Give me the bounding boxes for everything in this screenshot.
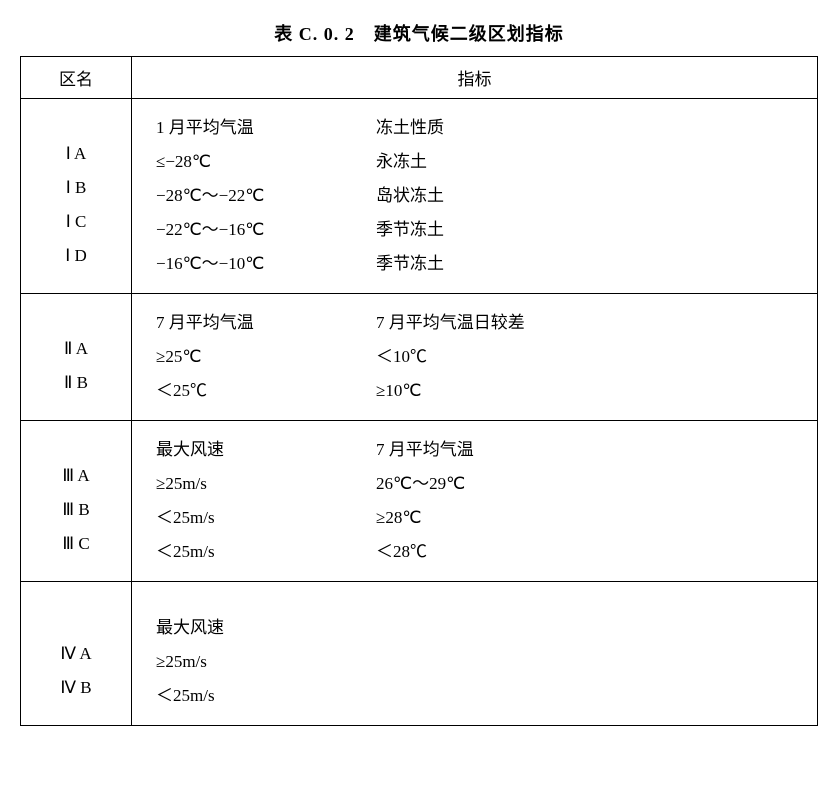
s3-c1-v1: ＜25m/s <box>156 501 376 535</box>
metric-cell-4: 最大风速 ≥25m/s ＜25m/s <box>132 582 818 726</box>
zone-1c: Ⅰ C <box>21 205 131 239</box>
s3-c2-v1: ≥28℃ <box>376 501 576 535</box>
s3-c1-header: 最大风速 <box>156 433 376 467</box>
s1-c1-v3: −16℃～−10℃ <box>156 247 376 281</box>
s2-c2-v0: ＜10℃ <box>376 340 576 374</box>
section-1: Ⅰ A Ⅰ B Ⅰ C Ⅰ D 1 月平均气温 ≤−28℃ −28℃～−22℃ … <box>21 99 818 294</box>
zone-cell-2: Ⅱ A Ⅱ B <box>21 294 132 421</box>
s4-c1-header: 最大风速 <box>156 611 376 645</box>
s1-c2-v0: 永冻土 <box>376 145 576 179</box>
zone-4a: Ⅳ A <box>21 637 131 671</box>
section-3: Ⅲ A Ⅲ B Ⅲ C 最大风速 ≥25m/s ＜25m/s ＜25m/s 7 … <box>21 421 818 582</box>
metric-cell-1: 1 月平均气温 ≤−28℃ −28℃～−22℃ −22℃～−16℃ −16℃～−… <box>132 99 818 294</box>
s3-c1-v0: ≥25m/s <box>156 467 376 501</box>
zone-2b: Ⅱ B <box>21 366 131 400</box>
zone-4b: Ⅳ B <box>21 671 131 705</box>
s4-c1-v0: ≥25m/s <box>156 645 376 679</box>
s3-c1-v2: ＜25m/s <box>156 535 376 569</box>
s1-c2-v3: 季节冻土 <box>376 247 576 281</box>
metric-cell-3: 最大风速 ≥25m/s ＜25m/s ＜25m/s 7 月平均气温 26℃～29… <box>132 421 818 582</box>
section-2: Ⅱ A Ⅱ B 7 月平均气温 ≥25℃ ＜25℃ 7 月平均气温日较差 ＜10… <box>21 294 818 421</box>
s2-c2-v1: ≥10℃ <box>376 374 576 408</box>
zone-1b: Ⅰ B <box>21 171 131 205</box>
s1-c1-v0: ≤−28℃ <box>156 145 376 179</box>
zone-3c: Ⅲ C <box>21 527 131 561</box>
s2-c1-header: 7 月平均气温 <box>156 306 376 340</box>
header-zone: 区名 <box>21 57 132 99</box>
s1-c1-v1: −28℃～−22℃ <box>156 179 376 213</box>
section-4: Ⅳ A Ⅳ B 最大风速 ≥25m/s ＜25m/s <box>21 582 818 726</box>
s1-c1-v2: −22℃～−16℃ <box>156 213 376 247</box>
zone-2a: Ⅱ A <box>21 332 131 366</box>
s1-c1-header: 1 月平均气温 <box>156 111 376 145</box>
s3-c2-v0: 26℃～29℃ <box>376 467 576 501</box>
s2-c2-header: 7 月平均气温日较差 <box>376 306 576 340</box>
s1-c2-header: 冻土性质 <box>376 111 576 145</box>
zone-cell-3: Ⅲ A Ⅲ B Ⅲ C <box>21 421 132 582</box>
header-row: 区名 指标 <box>21 57 818 99</box>
zone-cell-1: Ⅰ A Ⅰ B Ⅰ C Ⅰ D <box>21 99 132 294</box>
s3-c2-header: 7 月平均气温 <box>376 433 576 467</box>
table-title: 表 C. 0. 2 建筑气候二级区划指标 <box>20 20 818 46</box>
s2-c1-v0: ≥25℃ <box>156 340 376 374</box>
s1-c2-v1: 岛状冻土 <box>376 179 576 213</box>
header-metric: 指标 <box>132 57 818 99</box>
s3-c2-v2: ＜28℃ <box>376 535 576 569</box>
s4-c1-v1: ＜25m/s <box>156 679 376 713</box>
metric-cell-2: 7 月平均气温 ≥25℃ ＜25℃ 7 月平均气温日较差 ＜10℃ ≥10℃ <box>132 294 818 421</box>
zone-3b: Ⅲ B <box>21 493 131 527</box>
s1-c2-v2: 季节冻土 <box>376 213 576 247</box>
zone-3a: Ⅲ A <box>21 459 131 493</box>
zone-1a: Ⅰ A <box>21 137 131 171</box>
climate-table: 区名 指标 Ⅰ A Ⅰ B Ⅰ C Ⅰ D 1 月平均气温 ≤−28℃ <box>20 56 818 726</box>
zone-cell-4: Ⅳ A Ⅳ B <box>21 582 132 726</box>
zone-1d: Ⅰ D <box>21 239 131 273</box>
s2-c1-v1: ＜25℃ <box>156 374 376 408</box>
